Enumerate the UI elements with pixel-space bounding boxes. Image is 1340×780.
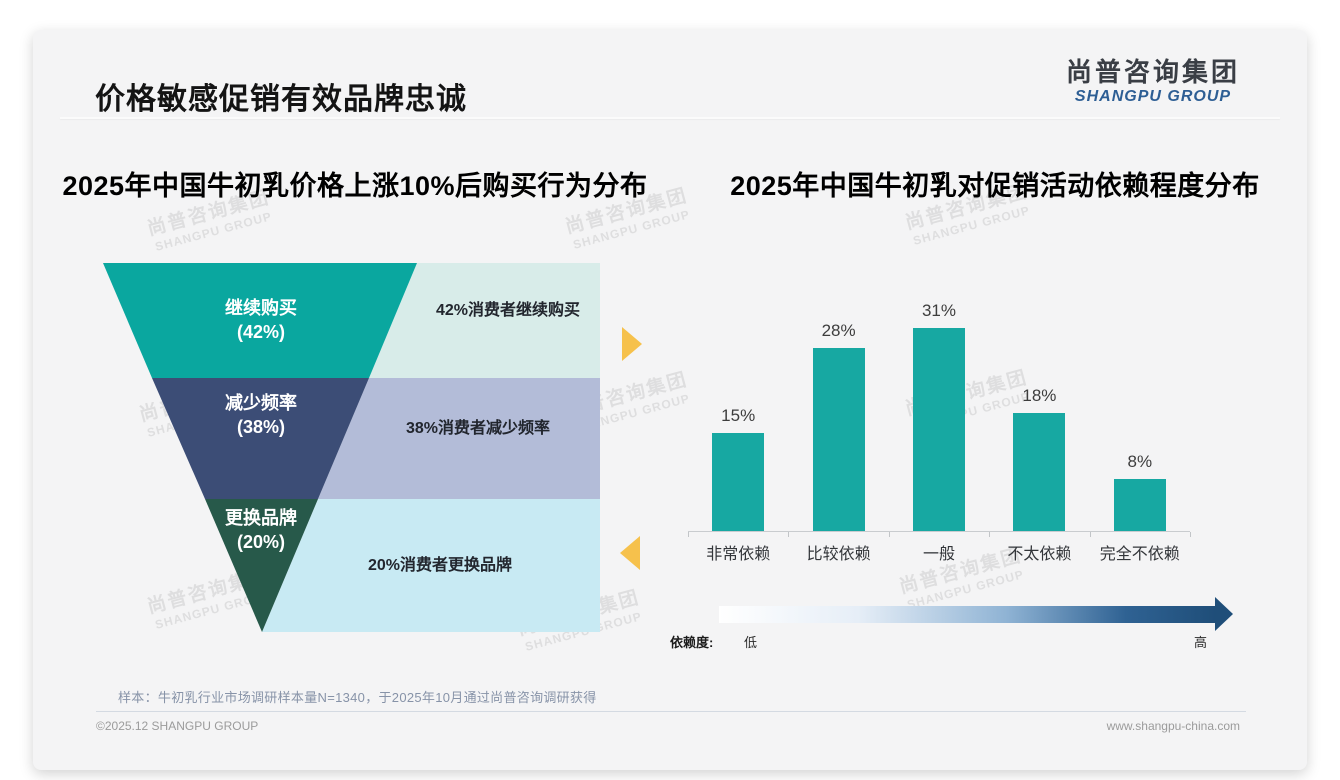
- x-axis-tick: [1089, 532, 1091, 537]
- x-axis-tick: [989, 532, 991, 537]
- funnel-segment-3-name: 更换品牌: [225, 508, 297, 528]
- funnel-band-3: [262, 499, 600, 632]
- bar-category-label: 完全不依赖: [1099, 546, 1180, 563]
- funnel-band-1: [369, 263, 600, 378]
- website-text: www.shangpu-china.com: [1106, 719, 1240, 733]
- funnel-segment-1: [103, 263, 417, 378]
- x-axis-tick: [1190, 532, 1191, 537]
- funnel-segment-2-pct: (38%): [236, 417, 285, 438]
- pointer-left-icon: [620, 536, 640, 570]
- bar-category-label: 不太依赖: [1007, 546, 1072, 563]
- bar-5: [1113, 479, 1166, 531]
- bar-2: [812, 348, 865, 531]
- bar-value-label: 8%: [1127, 452, 1153, 471]
- funnel-segment-1-label: 继续购买 (42%): [190, 296, 332, 345]
- funnel-annotation-1: 42%消费者继续购买: [435, 302, 581, 319]
- funnel-segment-3-pct: (20%): [236, 532, 285, 553]
- dependency-gradient-arrow: [719, 606, 1215, 623]
- funnel-chart: [103, 263, 600, 632]
- funnel-segment-2-label: 减少频率 (38%): [190, 391, 332, 440]
- title-divider: [60, 117, 1280, 119]
- bar-value-label: 18%: [1022, 386, 1057, 405]
- bar-category-label: 非常依赖: [706, 546, 771, 563]
- bar-cell: 18%: [989, 295, 1089, 531]
- funnel-segment-3-label: 更换品牌 (20%): [190, 506, 332, 555]
- funnel-segment-1-name: 继续购买: [225, 298, 297, 318]
- bar-4: [1013, 413, 1066, 531]
- funnel-segment-3: [205, 499, 318, 632]
- x-axis-tick: [788, 532, 790, 537]
- bar-chart-plot: 15% 非常依赖 28% 比较依赖 31% 一般 18% 不太依赖 8% 完全不依赖: [688, 295, 1191, 565]
- page-title: 价格敏感促销有效品牌忠诚: [95, 83, 467, 116]
- bar-cell: 31%: [889, 295, 989, 531]
- logo-name-en: SHANGPU GROUP: [1074, 87, 1232, 105]
- funnel-chart-title: 2025年中国牛初乳价格上涨10%后购买行为分布: [62, 171, 648, 201]
- copyright-text: ©2025.12 SHANGPU GROUP: [96, 719, 259, 733]
- bar-cell: 15%: [688, 295, 788, 531]
- footer-divider: [96, 711, 1246, 712]
- funnel-segment-2: [152, 378, 369, 499]
- funnel-annotation-3: 20%消费者更换品牌: [367, 557, 513, 574]
- x-axis-tick: [888, 532, 890, 537]
- sample-note: 样本：牛初乳行业市场调研样本量N=1340，于2025年10月通过尚普咨询调研获…: [118, 690, 597, 705]
- dependency-scale-label: 依赖度:: [670, 635, 714, 650]
- x-axis-line: [688, 531, 1190, 532]
- logo-name-cn: 尚普咨询集团: [1065, 57, 1240, 87]
- dependency-high-label: 高: [1194, 635, 1208, 650]
- bar-cell: 8%: [1090, 295, 1190, 531]
- funnel-segment-2-name: 减少频率: [225, 393, 297, 413]
- dependency-low-label: 低: [744, 635, 758, 650]
- bar-value-label: 28%: [821, 321, 856, 340]
- funnel-band-2: [318, 378, 600, 499]
- x-axis-tick: [688, 532, 689, 537]
- pointer-right-icon: [622, 327, 642, 361]
- bar-3: [912, 328, 965, 531]
- bar-category-label: 一般: [922, 546, 955, 563]
- bar-cell: 28%: [788, 295, 888, 531]
- company-logo: 尚普咨询集团 SHANGPU GROUP: [1066, 58, 1240, 106]
- dependency-arrow-head-icon: [1215, 597, 1233, 631]
- bar-value-label: 15%: [721, 406, 756, 425]
- bar-category-label: 比较依赖: [806, 546, 871, 563]
- bar-1: [712, 433, 765, 531]
- funnel-annotation-2: 38%消费者减少频率: [405, 420, 551, 437]
- bar-value-label: 31%: [921, 301, 956, 320]
- funnel-segment-1-pct: (42%): [236, 322, 285, 343]
- bar-chart-title: 2025年中国牛初乳对促销活动依赖程度分布: [730, 171, 1260, 201]
